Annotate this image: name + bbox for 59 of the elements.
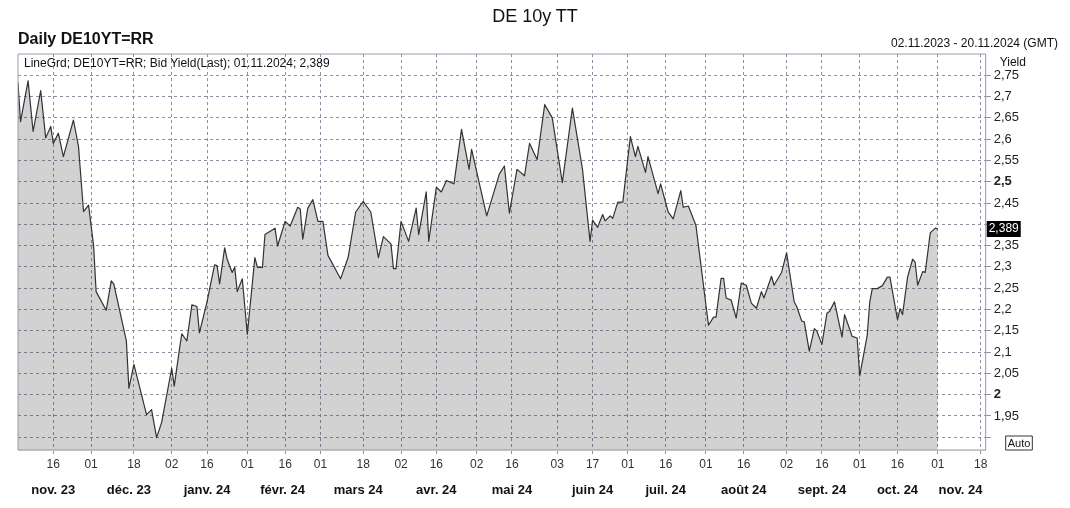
x2-tick-label: août 24 xyxy=(721,481,768,497)
chart-subtitle: Daily DE10YT=RR xyxy=(18,30,155,48)
x-tick-label: 01 xyxy=(931,456,945,471)
x2-tick-label: oct. 24 xyxy=(876,481,919,497)
x-tick-label: 03 xyxy=(550,456,565,471)
x-tick-label: 01 xyxy=(240,456,255,471)
y-tick-label: 2,1 xyxy=(993,343,1012,359)
y-tick-label: 2,7 xyxy=(993,88,1012,104)
x-tick-label: 02 xyxy=(394,456,409,471)
text: Auto xyxy=(1007,436,1031,449)
x-tick-label: 16 xyxy=(658,456,673,471)
x-tick-label: 16 xyxy=(890,456,905,471)
x2-tick-label: juin 24 xyxy=(570,481,614,497)
x-tick-label: 18 xyxy=(973,456,988,471)
y-tick-label: 2,25 xyxy=(993,279,1020,295)
x-tick-label: 02 xyxy=(779,456,794,471)
text: 02.11.2023 - 20.11.2024 (GMT) xyxy=(891,36,1058,51)
x-tick-label: 02 xyxy=(165,456,179,471)
y-tick-label: 2,3 xyxy=(993,258,1012,274)
annotation: LineGrd; DE10YT=RR; Bid Yield(Last); 01.11.2024; 2,389 xyxy=(24,56,330,71)
x-tick-label: 18 xyxy=(127,456,141,471)
x2-tick-label: déc. 23 xyxy=(106,481,151,497)
x-tick-label: 17 xyxy=(585,456,600,471)
y-tick-label: 2,6 xyxy=(993,130,1012,146)
x-tick-label: 16 xyxy=(278,456,293,471)
x2-tick-label: mai 24 xyxy=(491,481,533,497)
x2-tick-label: sept. 24 xyxy=(797,481,847,497)
x-tick-label: 01 xyxy=(853,456,867,471)
y-tick-label: 2,05 xyxy=(993,364,1020,380)
x-tick-label: 16 xyxy=(46,456,61,471)
x2-tick-label: nov. 24 xyxy=(938,481,984,497)
y-tick-label: 2,15 xyxy=(993,322,1020,338)
y-tick-label: 2,2 xyxy=(993,301,1012,317)
text: 2,389 xyxy=(988,221,1020,236)
x-tick-label: 16 xyxy=(200,456,214,471)
y-tick-label: 2,5 xyxy=(993,173,1012,189)
x2-tick-label: juil. 24 xyxy=(644,481,687,497)
x-tick-label: 16 xyxy=(737,456,751,471)
x-tick-label: 16 xyxy=(429,456,444,471)
y-tick-label: 2,35 xyxy=(993,237,1020,253)
chart-title: DE 10y TT xyxy=(492,5,578,26)
y-tick-label: 2,45 xyxy=(993,194,1020,210)
x2-tick-label: nov. 23 xyxy=(31,481,76,497)
x-tick-label: 16 xyxy=(815,456,829,471)
x2-tick-label: mars 24 xyxy=(333,481,384,497)
x-tick-label: 01 xyxy=(313,456,328,471)
y-tick-label: 2,65 xyxy=(993,109,1020,125)
x-tick-label: 01 xyxy=(621,456,635,471)
x-tick-label: 01 xyxy=(84,456,99,471)
y-tick-label: 2,55 xyxy=(993,152,1020,168)
x-tick-label: 02 xyxy=(469,456,484,471)
y-tick-label: 2 xyxy=(993,386,1001,402)
x2-tick-label: févr. 24 xyxy=(260,481,306,497)
x-tick-label: 18 xyxy=(356,456,371,471)
x-tick-label: 16 xyxy=(505,456,519,471)
y-tick-label: 1,95 xyxy=(993,407,1020,423)
x2-tick-label: janv. 24 xyxy=(182,481,232,497)
x2-tick-label: avr. 24 xyxy=(416,481,458,497)
x-tick-label: 01 xyxy=(699,456,713,471)
